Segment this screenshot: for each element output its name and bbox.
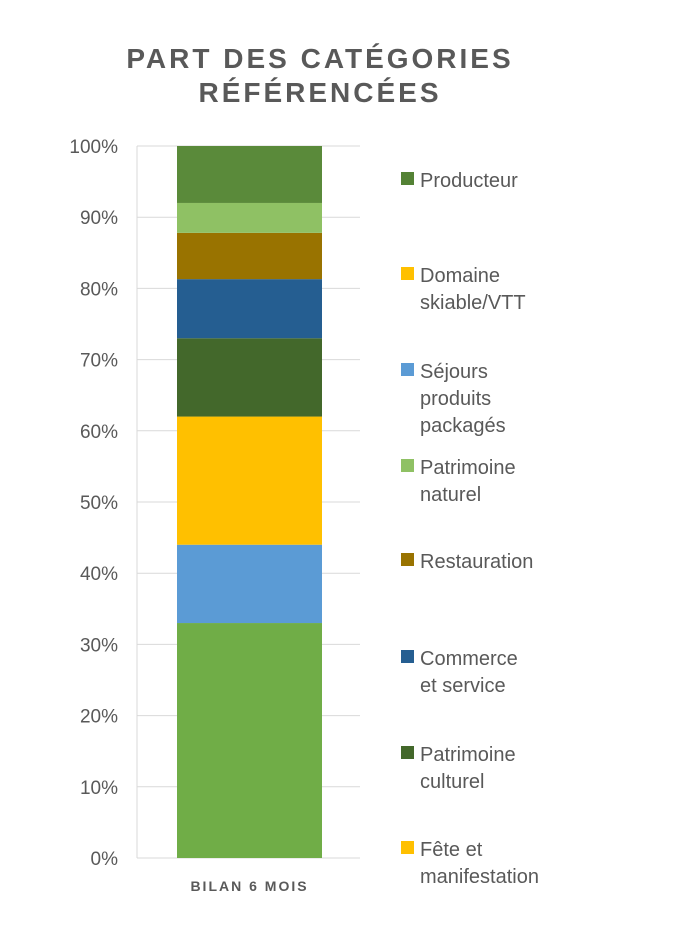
legend-label: manifestation [420, 866, 539, 888]
legend-item: Patrimoine naturel [401, 457, 516, 506]
legend-label: et service [420, 675, 506, 697]
legend-swatch [401, 363, 414, 376]
legend-label: produits [420, 388, 491, 410]
legend-item: Séjours produits packagés [401, 361, 506, 437]
bar-segment [177, 202, 322, 233]
y-tick-label: 60% [80, 422, 118, 443]
bar-segment [177, 544, 322, 624]
y-tick-label: 10% [80, 778, 118, 799]
legend-label: culturel [420, 771, 484, 793]
legend-item: Restauration [401, 551, 533, 573]
legend-swatch [401, 172, 414, 185]
legend-swatch [401, 841, 414, 854]
legend-label: skiable/VTT [420, 292, 526, 314]
legend-label: Commerce [420, 648, 518, 670]
legend-label: Domaine [420, 265, 500, 287]
y-tick-label: 90% [80, 208, 118, 229]
bar-segment [177, 623, 322, 858]
y-tick-label: 100% [69, 137, 118, 158]
legend-label: Séjours [420, 361, 488, 383]
legend-item: Producteur [401, 170, 518, 192]
legend-label: packagés [420, 415, 506, 437]
x-category-label: BILAN 6 MOIS [190, 878, 308, 894]
y-tick-label: 50% [80, 493, 118, 514]
legend-item: Patrimoine culturel [401, 744, 516, 793]
y-tick-label: 70% [80, 351, 118, 372]
legend-item: Commerce et service [401, 648, 518, 697]
legend-label: naturel [420, 484, 481, 506]
bar-segment [177, 279, 322, 339]
bar-segment [177, 232, 322, 280]
y-tick-label: 80% [80, 279, 118, 300]
legend-item: Fête et manifestation [401, 839, 539, 888]
y-tick-label: 30% [80, 635, 118, 656]
legend-swatch [401, 746, 414, 759]
bar-segment [177, 146, 322, 203]
legend-label: Patrimoine [420, 744, 516, 766]
chart-title-line-2: RÉFÉRENCÉES [198, 77, 442, 108]
legend-swatch [401, 459, 414, 472]
legend-label: Patrimoine [420, 457, 516, 479]
legend-label: Restauration [420, 551, 533, 573]
bar-segment [177, 416, 322, 545]
legend-label: Fête et [420, 839, 483, 861]
y-tick-label: 0% [91, 849, 119, 870]
bar-segment [177, 338, 322, 417]
chart-title: PART DES CATÉGORIES RÉFÉRENCÉES [60, 42, 580, 110]
legend-label: Producteur [420, 170, 518, 192]
chart-title-line-1: PART DES CATÉGORIES [126, 43, 514, 74]
y-tick-label: 20% [80, 707, 118, 728]
legend-item: Domaine skiable/VTT [401, 265, 526, 314]
y-tick-label: 40% [80, 564, 118, 585]
legend-swatch [401, 553, 414, 566]
legend-swatch [401, 267, 414, 280]
legend-swatch [401, 650, 414, 663]
